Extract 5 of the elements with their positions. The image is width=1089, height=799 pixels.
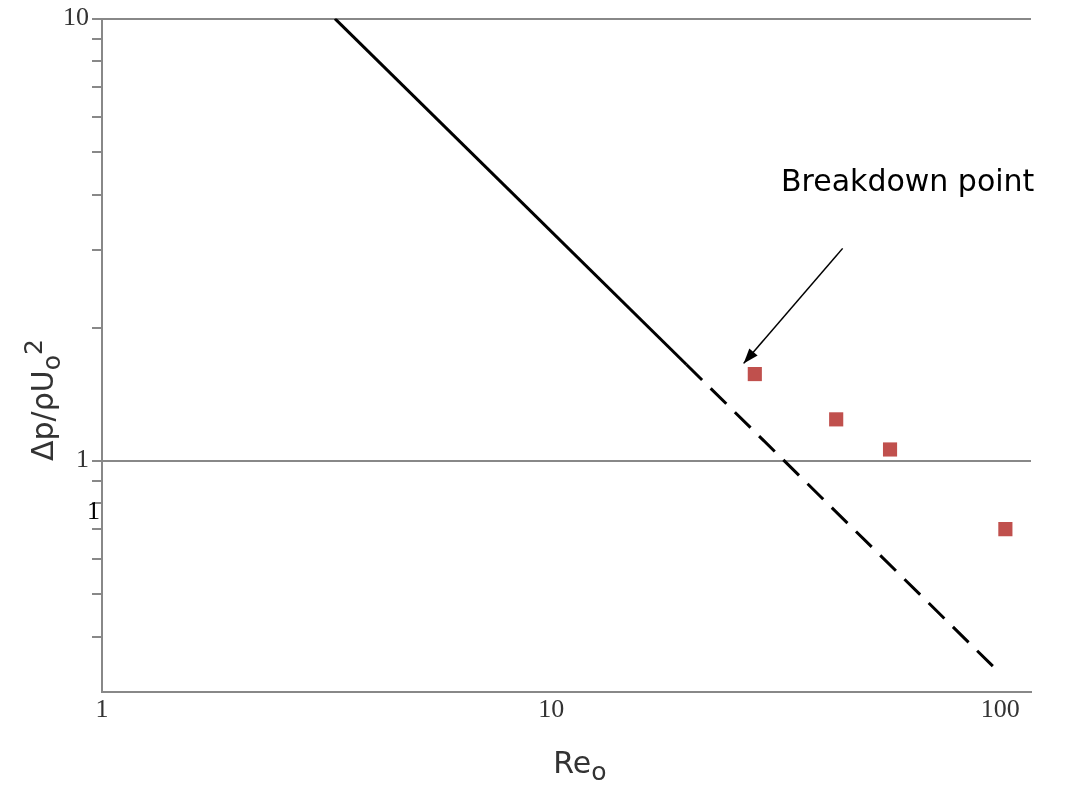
annotation: Breakdown point: [780, 163, 1035, 199]
x-tick-label: 100: [980, 694, 1020, 724]
x-tick-label: 10: [538, 694, 565, 724]
x-axis-title: Re$_{o}$: [553, 745, 607, 786]
x-tick-label: 1: [95, 694, 109, 724]
